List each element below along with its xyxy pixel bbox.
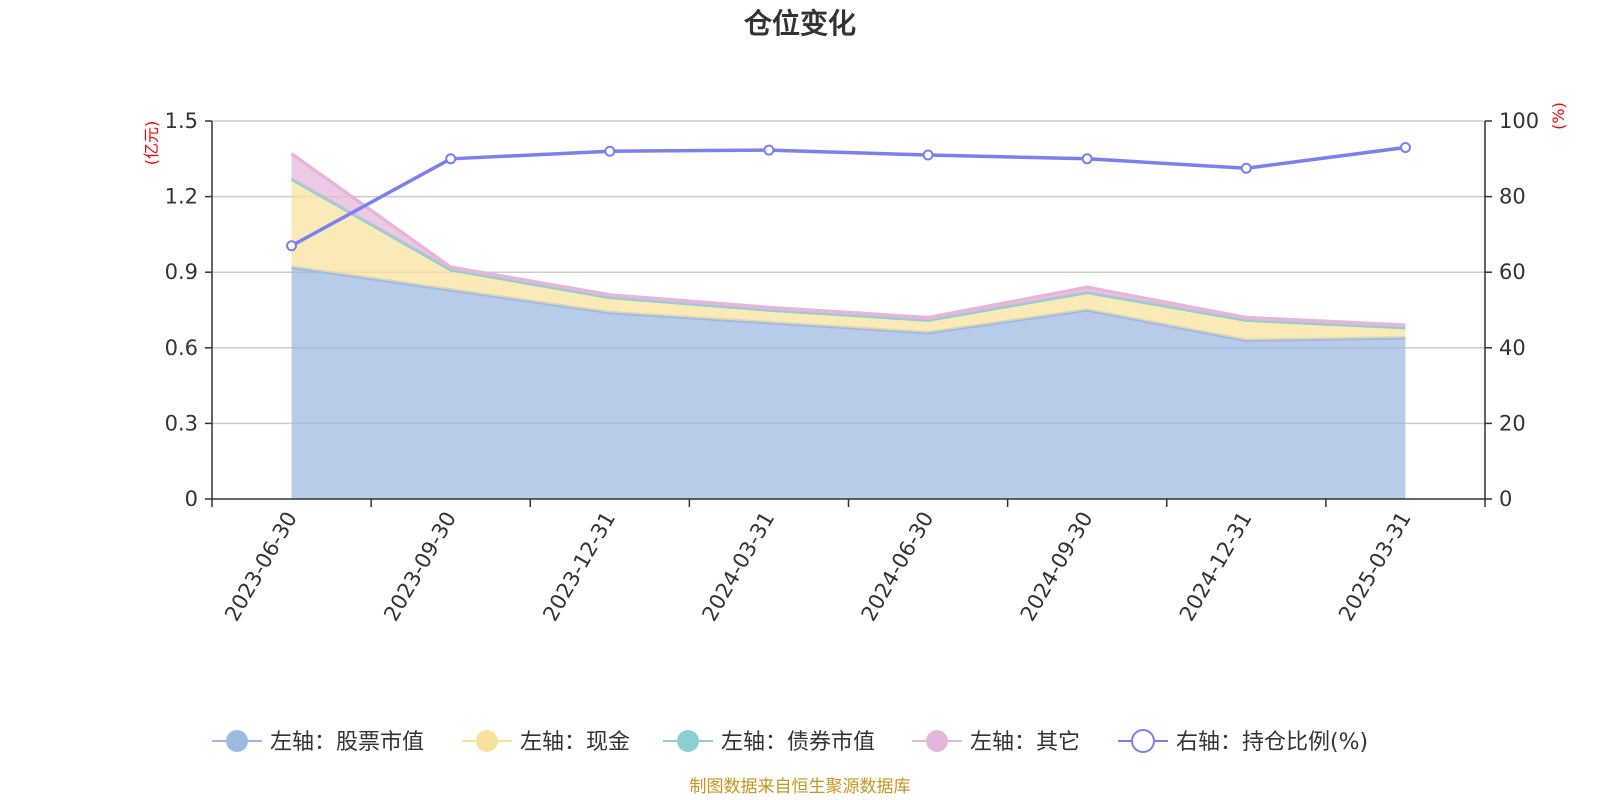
- legend-marker: [1131, 729, 1155, 753]
- legend-label: 左轴：股票市值: [270, 730, 424, 755]
- right-axis-tick-label: 80: [1499, 185, 1526, 209]
- ratio-point: [1240, 162, 1252, 174]
- left-axis-tick-label: 1.5: [165, 109, 198, 133]
- legend-label: 左轴：其它: [970, 730, 1080, 755]
- data-source-note: 制图数据来自恒生聚源数据库: [690, 777, 911, 797]
- right-axis-tick-label: 40: [1499, 336, 1526, 360]
- x-axis-label: 2024-09-30: [1016, 508, 1098, 626]
- chart-title: 仓位变化: [744, 7, 856, 40]
- legend-label: 左轴：现金: [520, 730, 630, 755]
- left-axis-unit: (亿元): [142, 121, 161, 166]
- ratio-point: [922, 149, 934, 161]
- right-axis-tick-label: 60: [1499, 260, 1526, 284]
- ratio-line-layer: [286, 141, 1411, 252]
- plot-area: [290, 152, 1406, 499]
- line-左轴：其它: [290, 152, 1406, 327]
- legend-marker: [226, 730, 248, 752]
- x-axis-label: 2023-06-30: [220, 508, 302, 626]
- ratio-point: [763, 144, 775, 156]
- legend-label: 右轴：持仓比例(%): [1176, 730, 1368, 755]
- legend-marker: [926, 730, 948, 752]
- x-axis-label: 2023-09-30: [379, 508, 461, 626]
- x-axis-label: 2024-06-30: [857, 508, 939, 626]
- ratio-point: [1399, 141, 1411, 153]
- left-axis-tick-label: 0.6: [165, 336, 198, 360]
- right-axis-tick-label: 0: [1499, 487, 1512, 511]
- legend-label: 左轴：债券市值: [721, 730, 875, 755]
- x-axis-label: 2024-03-31: [697, 508, 779, 626]
- legend-marker: [476, 730, 498, 752]
- x-axis-label: 2023-12-31: [538, 508, 620, 626]
- left-axis-tick-label: 0: [185, 487, 198, 511]
- ratio-point: [445, 153, 457, 165]
- left-axis-tick-label: 0.3: [165, 411, 198, 435]
- legend: 左轴：股票市值 左轴：现金 左轴：债券市值 左轴：其它 右轴：持仓比例(%): [212, 729, 1368, 755]
- area-左轴：股票市值: [291, 267, 1406, 499]
- ratio-point: [604, 145, 616, 157]
- right-axis-unit: (%): [1549, 102, 1568, 130]
- x-axis-label: 2024-12-31: [1175, 508, 1257, 626]
- x-axis-label: 2025-03-31: [1334, 508, 1416, 626]
- ratio-line: [290, 145, 1406, 248]
- ratio-point: [1081, 153, 1093, 165]
- right-axis-tick-label: 20: [1499, 411, 1526, 435]
- right-axis-tick-label: 100: [1499, 109, 1539, 133]
- ratio-point: [286, 240, 298, 252]
- left-axis-tick-label: 0.9: [165, 260, 198, 284]
- left-axis-tick-label: 1.2: [165, 185, 198, 209]
- legend-marker: [677, 730, 699, 752]
